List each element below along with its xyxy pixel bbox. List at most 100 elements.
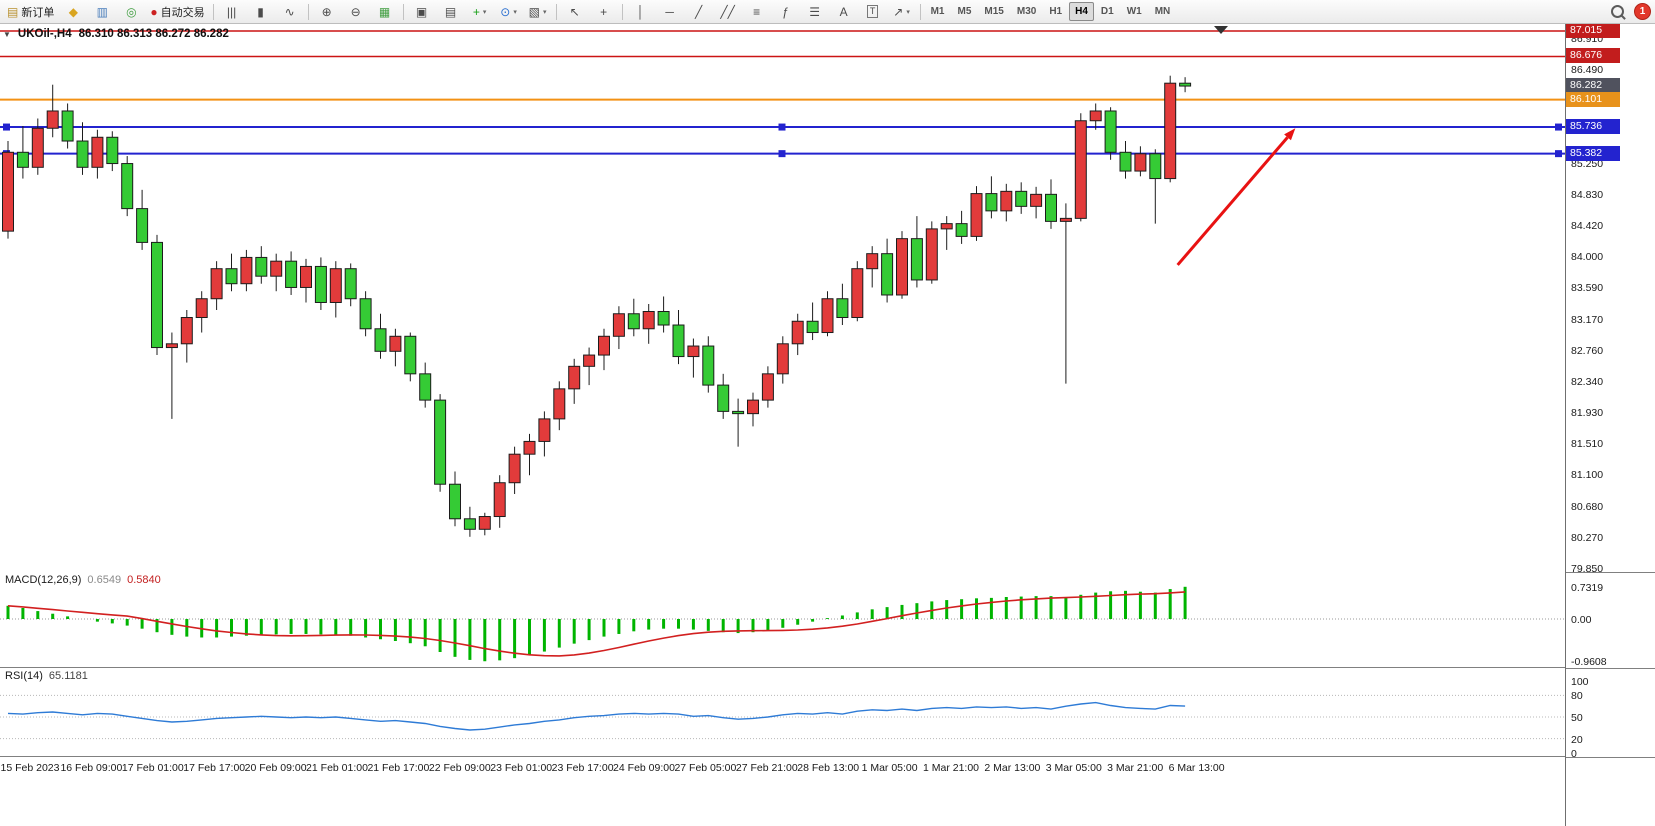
time-tick: 23 Feb 01:00 — [490, 762, 553, 774]
bar-chart-button[interactable]: ||| — [218, 1, 246, 22]
trendline-button[interactable]: ╱ — [685, 1, 713, 22]
arrange-windows-button[interactable]: ▣ — [408, 1, 436, 22]
rsi-tick: 0 — [1571, 748, 1577, 760]
trendline-icon: ╱ — [694, 4, 703, 19]
cursor-icon: ↖ — [569, 4, 580, 19]
candle-body — [761, 373, 774, 401]
line-drag-handle[interactable] — [1555, 123, 1562, 131]
candle-body — [627, 313, 640, 330]
dropdown-arrow-icon: ▾ — [906, 8, 910, 16]
candle-body — [76, 140, 89, 168]
candle-body — [121, 163, 134, 210]
objects-list-button[interactable]: ☰ — [801, 1, 829, 22]
crosshair-button[interactable]: + — [590, 1, 618, 22]
timeframe-h4-button[interactable]: H4 — [1069, 2, 1094, 21]
candlestick-chart-button[interactable]: ▮ — [247, 1, 275, 22]
toolbar-separator — [307, 3, 309, 20]
candle-body — [16, 151, 29, 168]
crosshair-icon: + — [600, 4, 608, 19]
text-button[interactable]: A — [830, 1, 858, 22]
period-selector-icon: ⊙ — [500, 4, 511, 19]
price-tick: 86.490 — [1571, 64, 1604, 77]
line-drag-handle[interactable] — [778, 123, 786, 131]
line-drag-handle[interactable] — [3, 123, 10, 131]
timeframe-m5-button[interactable]: M5 — [957, 6, 972, 17]
macd-signal-value: 0.5840 — [127, 574, 161, 586]
data-window-button[interactable]: ▥ — [88, 1, 116, 22]
time-tick: 20 Feb 09:00 — [244, 762, 307, 774]
candle-body — [538, 418, 551, 442]
candle-body — [791, 320, 804, 345]
candle-body — [776, 343, 789, 375]
channel-icon: ╱╱ — [720, 4, 735, 19]
new-order-button[interactable]: ▤ 新订单 — [3, 1, 58, 22]
price-axis[interactable]: 86.91086.49086.08085.68085.25084.83084.4… — [1565, 23, 1655, 826]
macd-header: MACD(12,26,9) 0.6549 0.5840 — [5, 574, 161, 586]
window-list-button[interactable]: ▤ — [437, 1, 465, 22]
arrows-button[interactable]: ↗ ▾ — [888, 1, 916, 22]
timeframe-m15-button[interactable]: M15 — [984, 6, 1004, 17]
period-selector-button[interactable]: ⊙ ▾ — [495, 1, 523, 22]
window-list-icon: ▤ — [444, 4, 457, 19]
candle-body — [240, 256, 253, 285]
price-tick: 84.420 — [1571, 219, 1604, 232]
timeframe-m1-button[interactable]: M1 — [930, 6, 945, 17]
autotrade-button[interactable]: ● 自动交易 — [146, 1, 208, 22]
add-indicator-button[interactable]: + ▾ — [466, 1, 494, 22]
line-drag-handle[interactable] — [778, 150, 786, 158]
price-tick: 80.680 — [1571, 500, 1604, 513]
timeframe-w1-button[interactable]: W1 — [1126, 6, 1142, 17]
timeframe-mn-button[interactable]: MN — [1154, 6, 1171, 17]
horizontal-line-icon: ─ — [665, 4, 674, 19]
toolbar-separator — [212, 3, 214, 20]
line-chart-icon: ∿ — [284, 4, 295, 19]
main-chart-pane[interactable]: ▼ UKOil-,H4 86.310 86.313 86.272 86.282 — [0, 23, 1565, 573]
zoom-in-button[interactable]: ⊕ — [313, 1, 341, 22]
price-tick: 81.510 — [1571, 438, 1604, 451]
candle-body — [821, 298, 834, 334]
notification-badge[interactable]: 1 — [1634, 3, 1651, 20]
candles-series — [2, 75, 1192, 537]
arrange-windows-icon: ▣ — [415, 4, 428, 19]
candle-body — [1015, 190, 1028, 207]
indicator-list-button[interactable]: ƒ — [772, 1, 800, 22]
candle-body — [314, 265, 327, 303]
rsi-tick: 50 — [1571, 712, 1583, 724]
time-tick: 27 Feb 05:00 — [674, 762, 737, 774]
strategy-navigator-button[interactable]: ◎ — [117, 1, 145, 22]
indicator-list-icon: ƒ — [782, 4, 789, 19]
rsi-indicator-pane[interactable]: RSI(14) 65.1181 — [0, 668, 1565, 757]
profiles-button[interactable]: ◆ — [59, 1, 87, 22]
chart-symbol-header: ▼ UKOil-,H4 86.310 86.313 86.272 86.282 — [3, 28, 229, 40]
search-icon[interactable] — [1608, 3, 1626, 21]
tile-windows-button[interactable]: ▦ — [371, 1, 399, 22]
trend-arrow-annotation[interactable] — [1176, 136, 1289, 266]
horizontal-line-button[interactable]: ─ — [656, 1, 684, 22]
timeframe-d1-button[interactable]: D1 — [1100, 6, 1114, 17]
timeframe-h1-button[interactable]: H1 — [1049, 6, 1063, 17]
template-button[interactable]: ▧ ▾ — [524, 1, 552, 22]
fibonacci-button[interactable]: ≡ — [743, 1, 771, 22]
timeframe-m30-button[interactable]: M30 — [1016, 6, 1037, 17]
one-click-collapse-icon[interactable]: ▼ — [3, 29, 11, 39]
zoom-out-button[interactable]: ⊖ — [342, 1, 370, 22]
symbol-name: UKOil-,H4 — [17, 28, 72, 40]
candle-body — [687, 345, 700, 358]
candle-body — [523, 440, 536, 455]
line-chart-button[interactable]: ∿ — [276, 1, 304, 22]
time-tick: 17 Feb 01:00 — [121, 762, 184, 774]
label-button[interactable]: T — [859, 1, 887, 22]
dropdown-arrow-icon: ▾ — [513, 8, 517, 16]
cursor-button[interactable]: ↖ — [561, 1, 589, 22]
price-tick: 83.170 — [1571, 313, 1604, 326]
channel-button[interactable]: ╱╱ — [714, 1, 742, 22]
time-axis[interactable]: 15 Feb 2023 16 Feb 09:00 17 Feb 01:00 17 Fe… — [0, 757, 1565, 826]
macd-indicator-pane[interactable]: MACD(12,26,9) 0.6549 0.5840 — [0, 572, 1565, 668]
candlestick-chart[interactable] — [0, 24, 1565, 572]
macd-main-value: 0.6549 — [87, 574, 122, 586]
candle-body — [985, 193, 998, 212]
candle-body — [300, 265, 312, 288]
tile-windows-icon: ▦ — [378, 4, 391, 19]
line-drag-handle[interactable] — [1555, 150, 1562, 158]
vertical-line-button[interactable]: │ — [627, 1, 655, 22]
